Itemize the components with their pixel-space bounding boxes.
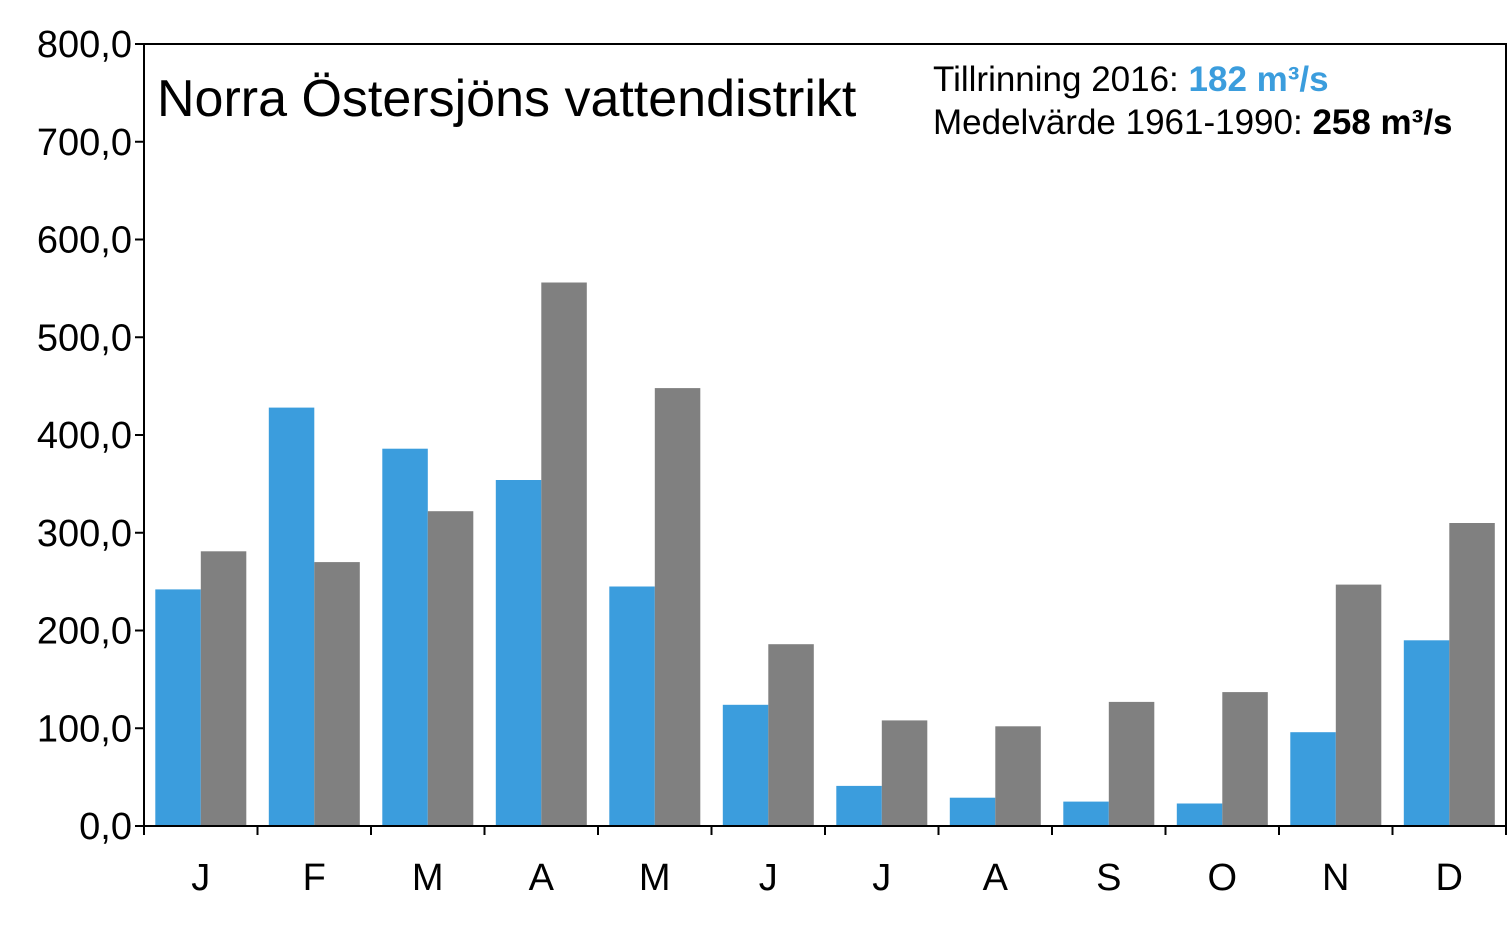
x-tick-label: J: [872, 857, 891, 899]
x-tick-label: F: [303, 857, 326, 899]
x-tick-label: O: [1207, 857, 1237, 899]
y-tick-label: 0,0: [79, 806, 132, 848]
y-tick-label: 800,0: [37, 24, 132, 66]
bar-series-1-9: [1063, 801, 1109, 826]
bar-series-2-9: [1108, 701, 1155, 826]
x-tick-label: M: [412, 857, 444, 899]
bar-series-2-2: [314, 562, 360, 826]
y-tick-label: 500,0: [37, 317, 132, 359]
bar-series-1-7: [836, 785, 882, 826]
x-tick-label: N: [1322, 857, 1349, 899]
x-tick-label: A: [529, 857, 555, 899]
y-tick-label: 700,0: [37, 122, 132, 164]
x-tick-label: J: [191, 857, 210, 899]
annotation-line-1: Tillrinning 2016: 182 m³/s: [933, 60, 1329, 99]
labels-layer: 0,0 100,0 200,0 300,0 400,0 500,0 600,0 700,0 80…: [37, 24, 1463, 899]
y-tick-label: 300,0: [37, 513, 132, 555]
bar-series-2-7: [881, 720, 928, 826]
bar-series-2-1: [200, 551, 247, 826]
bar-series-2-6: [768, 644, 814, 826]
bar-series-1-1: [155, 589, 201, 826]
bar-series-1-10: [1176, 803, 1223, 826]
bar-series-2-3: [427, 511, 474, 826]
annotation-2-label: Medelvärde 1961-1990:: [933, 103, 1312, 142]
bar-series-2-10: [1222, 692, 1268, 826]
bar-series-1-2: [268, 407, 315, 826]
bar-series-2-4: [541, 282, 587, 826]
y-tick-label: 100,0: [37, 708, 132, 750]
bar-series-2-5: [654, 388, 701, 826]
x-tick-label: M: [639, 857, 671, 899]
y-tick-label: 200,0: [37, 611, 132, 653]
bar-series-1-5: [609, 586, 655, 826]
bar-series-1-3: [382, 448, 428, 826]
y-tick-label: 400,0: [37, 415, 132, 457]
bar-series-1-12: [1403, 640, 1450, 826]
bar-series-1-4: [495, 480, 542, 826]
y-tick-label: 600,0: [37, 220, 132, 262]
annotation-line-2: Medelvärde 1961-1990: 258 m³/s: [933, 103, 1453, 142]
x-tick-label: D: [1436, 857, 1463, 899]
x-tick-label: J: [759, 857, 778, 899]
bar-series-1-8: [949, 797, 996, 826]
annotation-2-value: 258 m³/s: [1312, 103, 1452, 142]
bar-series-1-11: [1290, 732, 1336, 826]
bar-series-1-6: [722, 704, 769, 826]
chart-title: Norra Östersjöns vattendistrikt: [157, 70, 857, 128]
bars-layer: [155, 282, 1495, 826]
x-tick-label: S: [1096, 857, 1121, 899]
axes-layer: [135, 43, 1507, 835]
bar-series-2-11: [1335, 584, 1382, 826]
x-tick-label: A: [983, 857, 1009, 899]
bar-series-2-8: [995, 726, 1041, 826]
annotation-1-label: Tillrinning 2016:: [933, 60, 1189, 99]
bar-series-2-12: [1449, 523, 1495, 826]
annotation-1-value: 182 m³/s: [1189, 60, 1329, 99]
